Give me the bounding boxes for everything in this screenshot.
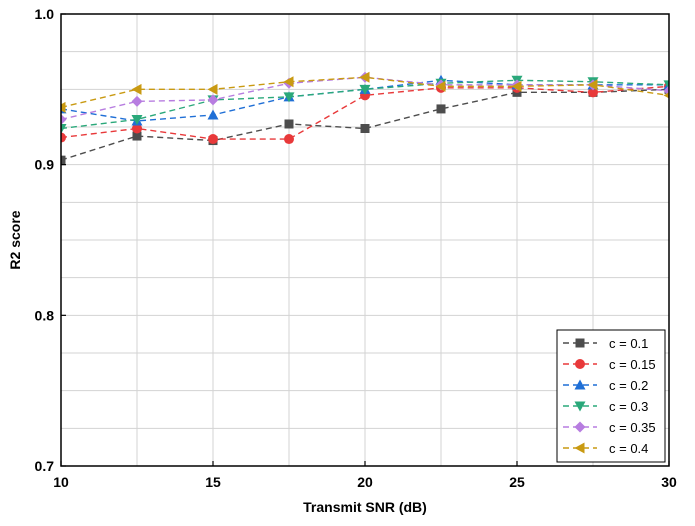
- data-point: [284, 134, 294, 145]
- series-line: [61, 88, 669, 161]
- series-layer: [61, 71, 669, 165]
- legend-label: c = 0.3: [609, 399, 648, 414]
- legend-box: [556, 329, 666, 463]
- data-point: [61, 101, 66, 113]
- legend-label: c = 0.1: [609, 336, 648, 351]
- data-point: [359, 71, 370, 83]
- data-point: [663, 92, 669, 99]
- x-tick-label: 20: [357, 474, 373, 490]
- data-point: [284, 119, 294, 129]
- data-point: [587, 79, 598, 91]
- data-point: [511, 80, 522, 92]
- data-point: [131, 95, 143, 107]
- data-point: [131, 83, 142, 95]
- y-tick-label: 0.8: [35, 307, 55, 323]
- data-point: [435, 80, 446, 92]
- data-point: [207, 109, 219, 120]
- data-point: [61, 124, 67, 135]
- data-point: [132, 131, 142, 141]
- series-line: [61, 76, 669, 121]
- legend-label: c = 0.35: [609, 420, 656, 435]
- data-point: [436, 104, 446, 114]
- y-tick-label: 0.7: [35, 458, 55, 474]
- legend-marker: [574, 379, 586, 390]
- legend: c = 0.1 c = 0.15 c = 0.2 c = 0.3 c = 0.35 c =…: [556, 329, 666, 463]
- legend-label: c = 0.4: [609, 441, 648, 456]
- data-point: [283, 76, 294, 88]
- series-line: [61, 79, 669, 130]
- legend-label: c = 0.2: [609, 378, 648, 393]
- legend-marker: [575, 338, 585, 348]
- y-axis-label: R2 score: [7, 210, 23, 269]
- data-point: [360, 124, 370, 134]
- y-tick-label: 1.0: [35, 6, 55, 22]
- legend-marker: [574, 401, 586, 412]
- x-axis-label: Transmit SNR (dB): [303, 499, 427, 515]
- data-point: [207, 94, 219, 106]
- data-point: [132, 123, 142, 134]
- series-line: [61, 76, 669, 109]
- ticks: 10 15 20 25 30 0.7 0.8 0.9 1.0: [35, 6, 677, 490]
- series-5: [61, 71, 669, 113]
- data-point: [208, 134, 218, 145]
- data-point: [131, 114, 143, 125]
- legend-marker: [575, 359, 585, 369]
- data-point: [61, 132, 66, 143]
- legend-label: c = 0.15: [609, 357, 656, 372]
- data-point: [61, 113, 67, 125]
- x-tick-label: 10: [53, 474, 69, 490]
- data-point: [61, 155, 66, 165]
- data-point: [283, 92, 295, 103]
- data-point: [207, 83, 218, 95]
- legend-marker: [574, 442, 585, 454]
- x-tick-label: 30: [661, 474, 677, 490]
- y-tick-label: 0.9: [35, 157, 55, 173]
- x-tick-label: 25: [509, 474, 525, 490]
- data-point: [359, 84, 371, 95]
- series-line: [61, 85, 669, 140]
- data-point: [588, 87, 598, 98]
- x-tick-label: 15: [205, 474, 221, 490]
- legend-marker: [574, 421, 586, 433]
